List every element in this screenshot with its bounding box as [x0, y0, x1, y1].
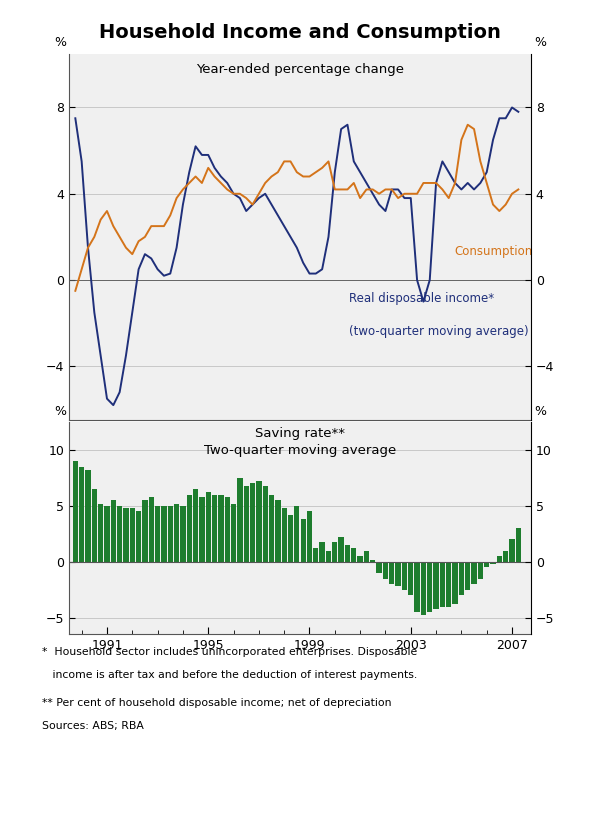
Bar — [155, 506, 160, 562]
Bar — [351, 548, 356, 562]
Bar — [218, 494, 224, 562]
Bar — [167, 506, 173, 562]
Bar — [427, 562, 433, 612]
Bar — [459, 562, 464, 595]
Bar — [421, 562, 426, 616]
Bar — [136, 512, 141, 562]
Bar — [250, 484, 255, 562]
Bar — [237, 478, 242, 562]
Bar — [383, 562, 388, 578]
Bar — [433, 562, 439, 609]
Bar — [484, 562, 490, 568]
Bar — [389, 562, 394, 584]
Bar — [326, 550, 331, 562]
Bar — [395, 562, 401, 587]
Bar — [231, 503, 236, 562]
Text: (two-quarter moving average): (two-quarter moving average) — [349, 325, 528, 338]
Bar — [161, 506, 167, 562]
Bar — [472, 562, 476, 584]
Bar — [497, 556, 502, 562]
Bar — [307, 512, 312, 562]
Bar — [452, 562, 458, 604]
Bar — [376, 562, 382, 573]
Text: *  Household sector includes unincorporated enterprises. Disposable: * Household sector includes unincorporat… — [42, 647, 417, 657]
Bar — [256, 481, 262, 562]
Text: Real disposable income*: Real disposable income* — [349, 292, 494, 305]
Bar — [104, 506, 110, 562]
Text: Sources: ABS; RBA: Sources: ABS; RBA — [42, 721, 144, 731]
Bar — [503, 550, 508, 562]
Bar — [281, 508, 287, 562]
Bar — [275, 500, 281, 562]
Text: Two-quarter moving average: Two-quarter moving average — [204, 444, 396, 457]
Bar — [142, 500, 148, 562]
Bar — [313, 548, 319, 562]
Bar — [358, 556, 363, 562]
Bar — [244, 485, 249, 562]
Bar — [338, 537, 344, 562]
Bar — [515, 528, 521, 562]
Bar — [465, 562, 470, 590]
Bar — [180, 506, 185, 562]
Text: %: % — [54, 405, 66, 418]
Bar — [402, 562, 407, 590]
Bar — [212, 494, 217, 562]
Bar — [224, 497, 230, 562]
Bar — [332, 541, 337, 562]
Bar — [301, 519, 306, 562]
Bar — [130, 508, 135, 562]
Bar — [73, 461, 78, 562]
Bar — [263, 485, 268, 562]
Text: %: % — [54, 36, 66, 49]
Bar — [193, 489, 198, 562]
Text: Household Income and Consumption: Household Income and Consumption — [99, 23, 501, 42]
Bar — [269, 494, 274, 562]
Bar — [478, 562, 483, 578]
Bar — [345, 545, 350, 562]
Bar — [319, 541, 325, 562]
Bar — [364, 550, 369, 562]
Text: %: % — [534, 36, 546, 49]
Bar — [117, 506, 122, 562]
Text: Saving rate**: Saving rate** — [255, 427, 345, 440]
Bar — [490, 562, 496, 564]
Bar — [92, 489, 97, 562]
Bar — [370, 559, 376, 562]
Bar — [446, 562, 451, 606]
Bar — [110, 500, 116, 562]
Bar — [206, 493, 211, 562]
Bar — [440, 562, 445, 606]
Text: %: % — [534, 405, 546, 418]
Text: ** Per cent of household disposable income; net of depreciation: ** Per cent of household disposable inco… — [42, 698, 392, 708]
Bar — [415, 562, 420, 612]
Bar — [79, 466, 85, 562]
Bar — [124, 508, 128, 562]
Bar — [199, 497, 205, 562]
Text: Year-ended percentage change: Year-ended percentage change — [196, 63, 404, 76]
Text: income is after tax and before the deduction of interest payments.: income is after tax and before the deduc… — [42, 670, 417, 680]
Bar — [294, 506, 299, 562]
Bar — [187, 494, 192, 562]
Bar — [98, 503, 103, 562]
Text: Consumption: Consumption — [455, 245, 533, 258]
Bar — [288, 515, 293, 562]
Bar — [85, 470, 91, 562]
Bar — [509, 540, 515, 562]
Bar — [149, 497, 154, 562]
Bar — [408, 562, 413, 595]
Bar — [174, 503, 179, 562]
